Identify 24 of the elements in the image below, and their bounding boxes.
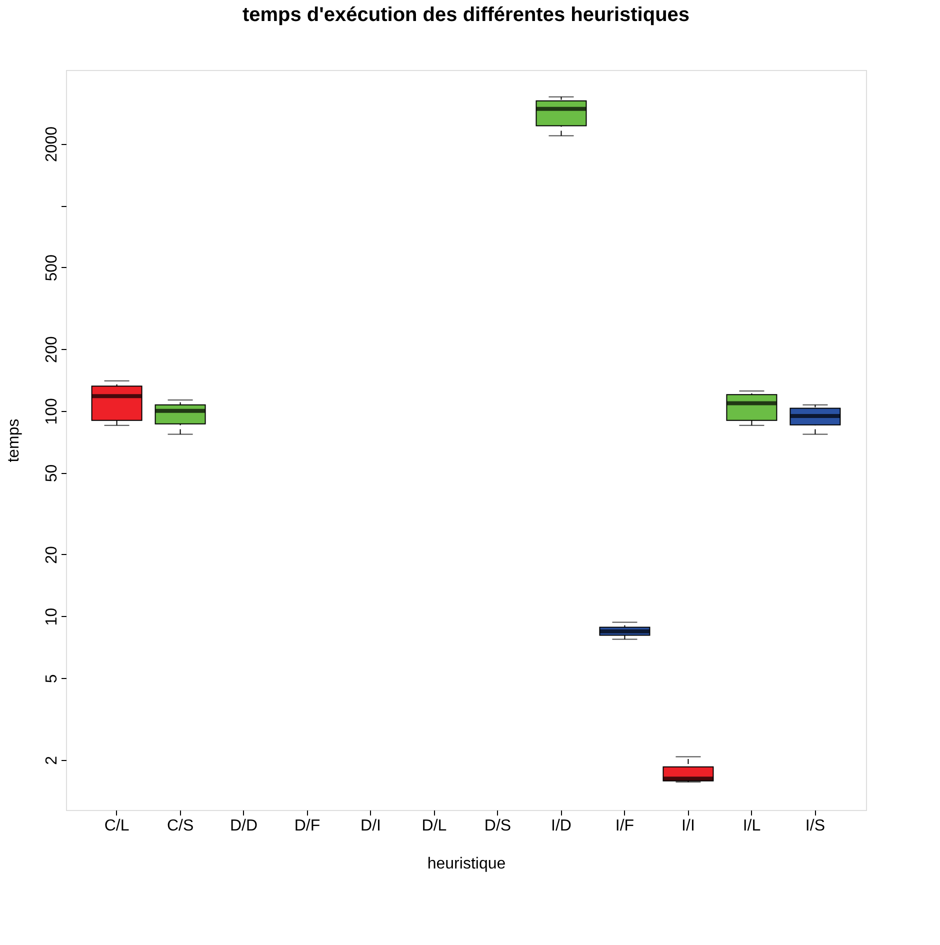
x-tick-label: I/S	[805, 818, 825, 834]
x-tick-label: I/I	[682, 818, 695, 834]
x-tick-label: C/L	[104, 818, 130, 834]
x-tick-label: C/S	[166, 818, 194, 834]
x-tick-label: D/S	[484, 818, 512, 834]
y-tick-label: 2	[44, 756, 60, 765]
y-tick-label: 20	[44, 546, 60, 564]
y-tick-label: 200	[44, 336, 60, 363]
x-tick-label: D/I	[360, 818, 381, 834]
y-tick-label: 5	[44, 674, 60, 684]
y-tick-label: 100	[44, 398, 60, 425]
x-tick-label: I/L	[742, 818, 761, 834]
y-tick-label: 500	[44, 254, 60, 282]
chart-title: temps d'exécution des différentes heuristiques	[242, 4, 690, 26]
y-tick-label: 10	[44, 608, 60, 626]
x-tick-label: D/D	[230, 818, 258, 834]
x-tick-label: D/F	[294, 818, 320, 834]
x-tick-label: I/F	[615, 818, 634, 834]
y-tick-label: 2000	[44, 126, 60, 162]
x-axis-title: heuristique	[427, 856, 506, 872]
y-tick-label: 50	[44, 464, 60, 482]
x-tick-label: D/L	[422, 818, 447, 834]
x-tick-label: I/D	[551, 818, 572, 834]
y-axis-title: temps	[6, 418, 22, 462]
